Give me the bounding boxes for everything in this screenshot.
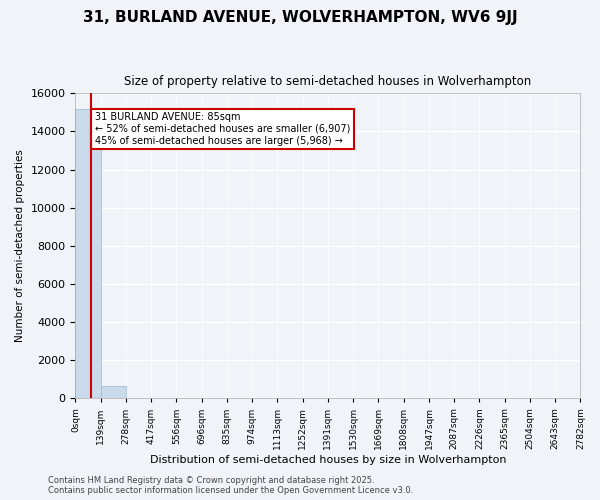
- Bar: [101, 386, 126, 398]
- Title: Size of property relative to semi-detached houses in Wolverhampton: Size of property relative to semi-detach…: [124, 75, 532, 88]
- Text: Contains HM Land Registry data © Crown copyright and database right 2025.
Contai: Contains HM Land Registry data © Crown c…: [48, 476, 413, 495]
- X-axis label: Distribution of semi-detached houses by size in Wolverhampton: Distribution of semi-detached houses by …: [150, 455, 506, 465]
- Bar: [76, 108, 101, 399]
- Y-axis label: Number of semi-detached properties: Number of semi-detached properties: [15, 150, 25, 342]
- Text: 31, BURLAND AVENUE, WOLVERHAMPTON, WV6 9JJ: 31, BURLAND AVENUE, WOLVERHAMPTON, WV6 9…: [83, 10, 517, 25]
- Text: 31 BURLAND AVENUE: 85sqm
← 52% of semi-detached houses are smaller (6,907)
45% o: 31 BURLAND AVENUE: 85sqm ← 52% of semi-d…: [95, 112, 350, 146]
